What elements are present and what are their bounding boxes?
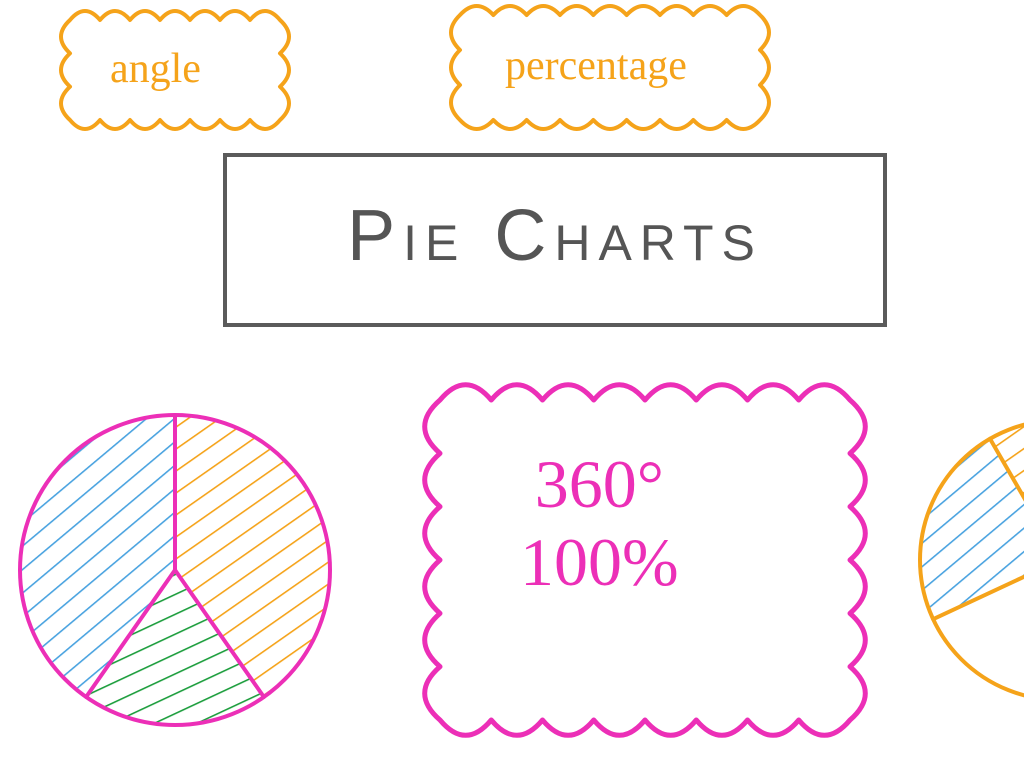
title-text: Pie Charts [225, 195, 885, 277]
degrees-label: 360° [535, 446, 664, 522]
canvas: angle percentage Pie Charts 360° 100% [0, 0, 1024, 768]
drawing-surface [0, 0, 1024, 768]
percent-label: 100% [520, 524, 679, 600]
percentage-cloud-label: percentage [505, 42, 687, 90]
angle-cloud-label: angle [110, 45, 201, 93]
big-cloud-text: 360° 100% [520, 445, 679, 601]
